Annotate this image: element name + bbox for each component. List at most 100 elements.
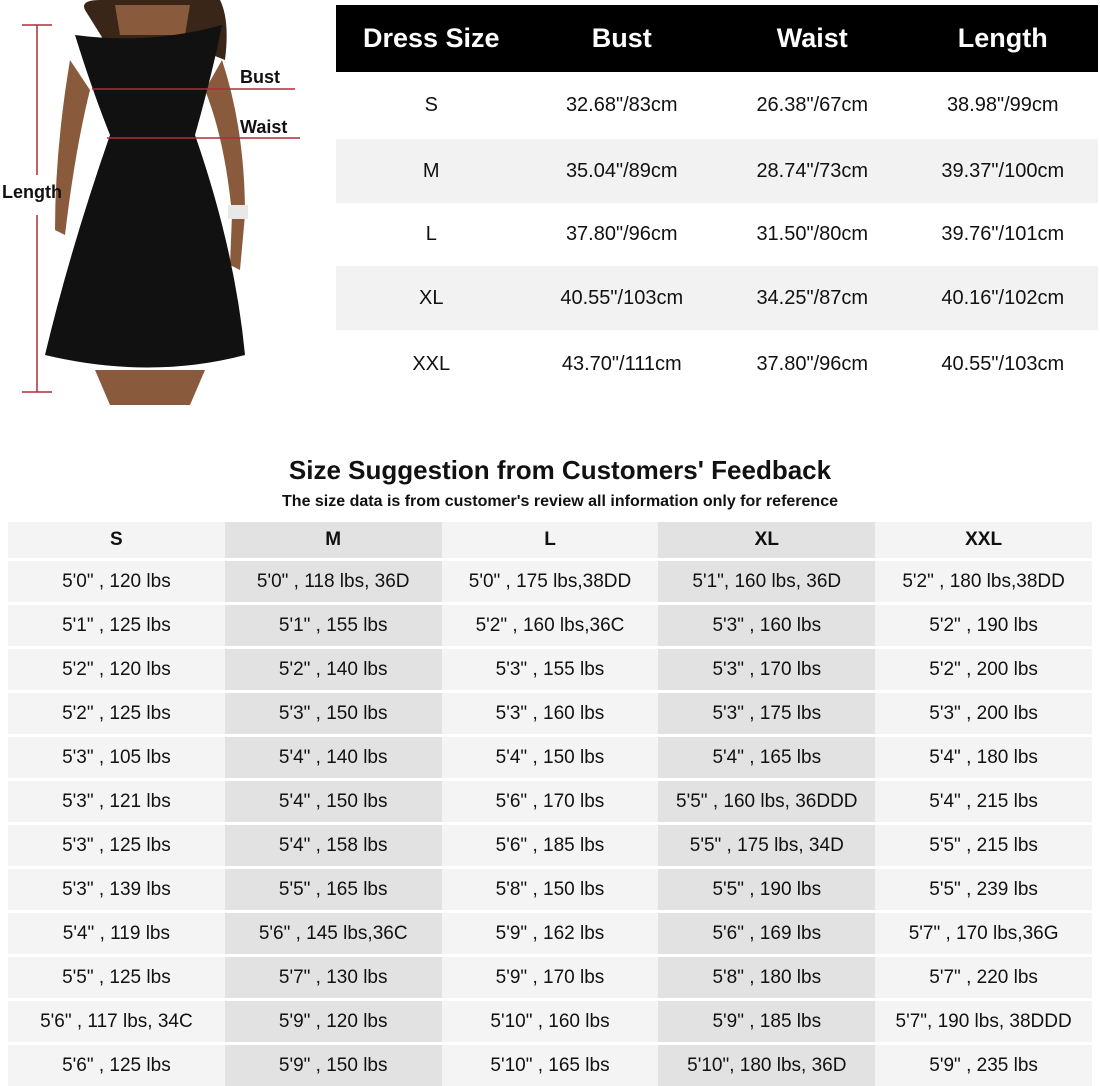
length-label: Length: [2, 182, 62, 202]
feedback-cell: 5'1", 160 lbs, 36D: [658, 561, 876, 602]
feedback-cell: 5'2" , 120 lbs: [8, 649, 225, 690]
feedback-cell: 5'3" , 170 lbs: [658, 649, 876, 690]
size-chart-cell: 28.74"/73cm: [756, 159, 869, 182]
size-chart-table: Dress Size Bust Waist Length S 32.68"/83c…: [336, 5, 1098, 398]
feedback-cell: 5'7", 190 lbs, 38DDD: [875, 1001, 1092, 1042]
feedback-cell: 5'4" , 158 lbs: [224, 825, 442, 866]
size-chart-cell: XL: [419, 286, 444, 309]
size-chart-row: L 37.80"/96cm 31.50"/80cm 39.76"/101cm: [336, 203, 1098, 266]
feedback-cell: 5'7" , 220 lbs: [875, 957, 1092, 998]
feedback-cell: 5'3" , 121 lbs: [8, 781, 225, 822]
feedback-cell: 5'5" , 190 lbs: [658, 869, 876, 910]
feedback-cell: 5'4" , 180 lbs: [875, 737, 1092, 778]
size-chart-row: XXL 43.70"/111cm 37.80"/96cm 40.55"/103cm: [336, 330, 1098, 398]
size-chart-cell: 39.76"/101cm: [941, 223, 1065, 245]
feedback-cell: 5'4" , 215 lbs: [875, 781, 1092, 822]
feedback-cell: 5'2" , 190 lbs: [875, 605, 1092, 646]
feedback-cell: 5'7" , 170 lbs,36G: [875, 913, 1092, 954]
feedback-header-cell: M: [224, 522, 442, 558]
size-chart-cell: XXL: [412, 352, 451, 375]
feedback-cell: 5'6" , 125 lbs: [8, 1045, 225, 1086]
size-chart-cell: 40.55"/103cm: [560, 286, 684, 309]
feedback-cell: 5'1" , 125 lbs: [8, 605, 225, 646]
size-chart-cell: 43.70"/111cm: [561, 352, 682, 375]
size-chart-row: S 32.68"/83cm 26.38"/67cm 38.98"/99cm: [336, 72, 1098, 139]
feedback-cell: 5'6" , 185 lbs: [441, 825, 659, 866]
feedback-cell: 5'3" , 160 lbs: [658, 605, 876, 646]
feedback-cell: 5'0" , 175 lbs,38DD: [441, 561, 659, 602]
feedback-table: S M L XL XXL 5'0" , 120 lbs 5'0" , 118 lbs, 36…: [8, 522, 1092, 1086]
header-waist: Waist: [776, 23, 848, 53]
feedback-cell: 5'4" , 165 lbs: [658, 737, 876, 778]
feedback-cell: 5'3" , 155 lbs: [441, 649, 659, 690]
size-chart-cell: 39.37"/100cm: [941, 159, 1065, 182]
feedback-cell: 5'4" , 140 lbs: [224, 737, 442, 778]
feedback-cell: 5'5" , 239 lbs: [875, 869, 1092, 910]
size-chart-cell: 31.50"/80cm: [756, 223, 869, 245]
feedback-cell: 5'10", 180 lbs, 36D: [658, 1045, 876, 1086]
feedback-header-cell: XL: [658, 522, 876, 558]
feedback-cell: 5'5" , 175 lbs, 34D: [658, 825, 876, 866]
size-chart-cell: 40.55"/103cm: [941, 352, 1065, 375]
feedback-cell: 5'4" , 150 lbs: [441, 737, 659, 778]
feedback-cell: 5'1" , 155 lbs: [224, 605, 442, 646]
feedback-cell: 5'6" , 170 lbs: [441, 781, 659, 822]
feedback-cell: 5'3" , 139 lbs: [8, 869, 225, 910]
size-chart-row: M 35.04"/89cm 28.74"/73cm 39.37"/100cm: [336, 139, 1098, 203]
feedback-cell: 5'9" , 120 lbs: [224, 1001, 442, 1042]
size-chart-cell: 26.38"/67cm: [756, 94, 869, 116]
feedback-cell: 5'2" , 140 lbs: [224, 649, 442, 690]
dress-illustration: [22, 0, 303, 405]
feedback-cell: 5'5" , 215 lbs: [875, 825, 1092, 866]
feedback-cell: 5'9" , 235 lbs: [875, 1045, 1092, 1086]
size-chart-cell: S: [424, 94, 438, 116]
header-bust: Bust: [591, 23, 652, 53]
feedback-cell: 5'2" , 125 lbs: [8, 693, 225, 734]
feedback-cell: 5'9" , 150 lbs: [224, 1045, 442, 1086]
size-chart-cell: L: [425, 223, 437, 245]
size-chart-cell: M: [422, 159, 440, 182]
bracelet: [228, 205, 248, 219]
feedback-cell: 5'6" , 117 lbs, 34C: [8, 1001, 225, 1042]
feedback-cell: 5'2" , 200 lbs: [875, 649, 1092, 690]
header-dress-size: Dress Size: [362, 23, 500, 53]
feedback-cell: 5'3" , 105 lbs: [8, 737, 225, 778]
feedback-cell: 5'10" , 160 lbs: [441, 1001, 659, 1042]
feedback-cell: 5'5" , 165 lbs: [224, 869, 442, 910]
feedback-cell: 5'4" , 150 lbs: [224, 781, 442, 822]
size-chart-cell: 37.80"/96cm: [565, 223, 678, 245]
feedback-cell: 5'6" , 169 lbs: [658, 913, 876, 954]
feedback-cell: 5'5" , 125 lbs: [8, 957, 225, 998]
size-chart-row: XL 40.55"/103cm 34.25"/87cm 40.16"/102cm: [336, 266, 1098, 330]
feedback-cell: 5'3" , 200 lbs: [875, 693, 1092, 734]
feedback-cell: 5'3" , 125 lbs: [8, 825, 225, 866]
feedback-cell: 5'3" , 150 lbs: [224, 693, 442, 734]
feedback-cell: 5'10" , 165 lbs: [441, 1045, 659, 1086]
size-chart-cell: 38.98"/99cm: [946, 94, 1059, 116]
feedback-cell: 5'8" , 150 lbs: [441, 869, 659, 910]
feedback-cell: 5'8" , 180 lbs: [658, 957, 876, 998]
size-chart-cell: 35.04"/89cm: [565, 159, 678, 182]
size-chart-cell: 32.68"/83cm: [565, 94, 678, 116]
size-chart-cell: 40.16"/102cm: [941, 286, 1065, 309]
feedback-header-cell: S: [8, 522, 225, 558]
feedback-cell: 5'4" , 119 lbs: [8, 913, 225, 954]
feedback-cell: 5'7" , 130 lbs: [224, 957, 442, 998]
feedback-cell: 5'0" , 118 lbs, 36D: [224, 561, 442, 602]
waist-label: Waist: [240, 117, 288, 137]
feedback-subtitle: The size data is from customer's review …: [282, 493, 838, 510]
feedback-cell: 5'6" , 145 lbs,36C: [224, 913, 442, 954]
feedback-cell: 5'3" , 160 lbs: [441, 693, 659, 734]
feedback-cell: 5'9" , 162 lbs: [441, 913, 659, 954]
header-length: Length: [957, 23, 1048, 53]
feedback-cell: 5'2" , 180 lbs,38DD: [875, 561, 1092, 602]
size-chart-cell: 34.25"/87cm: [756, 286, 869, 309]
feedback-cell: 5'5" , 160 lbs, 36DDD: [658, 781, 876, 822]
feedback-header-cell: XXL: [875, 522, 1092, 558]
feedback-cell: 5'2" , 160 lbs,36C: [441, 605, 659, 646]
feedback-cell: 5'0" , 120 lbs: [8, 561, 225, 602]
bust-label: Bust: [240, 67, 280, 87]
feedback-cell: 5'3" , 175 lbs: [658, 693, 876, 734]
size-chart-cell: 37.80"/96cm: [756, 352, 869, 375]
